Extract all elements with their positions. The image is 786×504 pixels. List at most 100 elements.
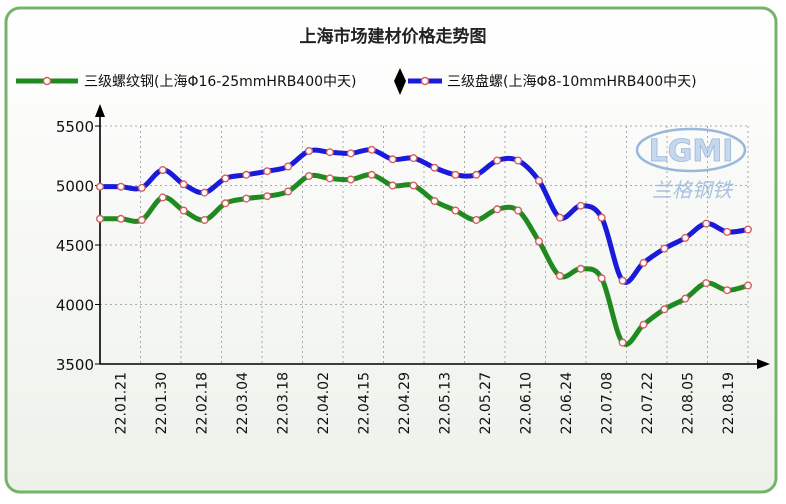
chart-panel — [4, 6, 778, 494]
data-point-series-2 — [305, 146, 314, 155]
legend-item-series-1: 三级螺纹钢(上海Φ16-25mmHRB400中天) — [16, 74, 356, 90]
x-tick-label: 22.07.22 — [640, 372, 656, 434]
data-point-series-2 — [618, 276, 627, 285]
x-tick-label: 22.03.18 — [275, 372, 291, 434]
x-axis-arrow — [757, 359, 770, 369]
y-tick-label: 5500 — [56, 118, 94, 136]
data-point-series-1 — [388, 181, 397, 190]
data-point-series-1 — [639, 320, 648, 329]
logo-ellipse — [635, 127, 747, 173]
data-point-series-1 — [723, 286, 732, 295]
y-tick-label: 3500 — [56, 356, 94, 374]
data-point-series-2 — [430, 163, 439, 172]
data-point-series-1 — [305, 171, 314, 180]
data-point-series-1 — [367, 170, 376, 179]
data-point-series-2 — [451, 170, 460, 179]
legend-marker-series-2 — [420, 76, 430, 86]
data-point-series-1 — [597, 274, 606, 283]
legend-separator — [394, 68, 406, 95]
y-tick-label: 4500 — [56, 237, 94, 255]
series — [95, 145, 753, 347]
data-point-series-2 — [221, 174, 230, 183]
data-point-series-1 — [179, 206, 188, 215]
x-tick-label: 22.06.10 — [518, 372, 534, 434]
y-tick-label: 5000 — [56, 178, 94, 196]
data-point-series-1 — [514, 206, 523, 215]
data-point-series-2 — [535, 176, 544, 185]
data-point-series-1 — [535, 237, 544, 246]
x-tick-label: 22.06.24 — [559, 372, 575, 434]
data-point-series-2 — [325, 148, 334, 157]
data-point-series-2 — [116, 182, 125, 191]
y-axis-arrow — [95, 104, 105, 117]
data-point-series-1 — [451, 206, 460, 215]
legend-label-series-2: 三级盘螺(上海Φ8-10mmHRB400中天) — [447, 73, 697, 90]
x-tick-label: 22.04.15 — [356, 372, 372, 434]
data-point-series-1 — [95, 214, 104, 223]
data-point-series-1 — [325, 174, 334, 183]
data-point-series-1 — [702, 279, 711, 288]
data-point-series-2 — [514, 156, 523, 165]
x-tick-label: 22.05.13 — [437, 372, 453, 434]
data-point-series-1 — [430, 196, 439, 205]
data-point-series-2 — [493, 156, 502, 165]
data-point-series-2 — [681, 233, 690, 242]
data-point-series-1 — [493, 205, 502, 214]
axes: 3500 4000 4500 5000 5500 22.01.21 22.01.30 22.0… — [56, 104, 770, 434]
data-point-series-1 — [681, 294, 690, 303]
data-point-series-2 — [242, 170, 251, 179]
data-point-series-2 — [367, 145, 376, 154]
data-point-series-2 — [158, 165, 167, 174]
x-tick-label: 22.04.29 — [397, 372, 413, 434]
data-point-series-2 — [639, 258, 648, 267]
logo-text: LGMI — [649, 134, 734, 169]
data-point-series-2 — [472, 170, 481, 179]
x-tick-label: 22.03.04 — [235, 372, 251, 434]
data-point-series-1 — [200, 215, 209, 224]
legend-marker-series-1 — [42, 76, 52, 86]
data-point-series-1 — [284, 187, 293, 196]
logo-cn-text: 兰格钢铁 — [652, 178, 734, 202]
data-point-series-1 — [618, 338, 627, 347]
x-tick-label: 22.01.30 — [154, 372, 170, 434]
legend: 三级螺纹钢(上海Φ16-25mmHRB400中天) 三级盘螺(上海Φ8-10mm… — [16, 68, 697, 95]
watermark-logo: LGMI 兰格钢铁 — [635, 127, 747, 202]
data-point-series-1 — [472, 215, 481, 224]
grid — [100, 125, 749, 364]
data-point-series-2 — [744, 225, 753, 234]
data-point-series-1 — [660, 305, 669, 314]
data-point-series-1 — [346, 175, 355, 184]
data-point-series-1 — [744, 281, 753, 290]
data-point-series-1 — [409, 181, 418, 190]
x-tick-label: 22.02.18 — [194, 372, 210, 434]
legend-label-series-1: 三级螺纹钢(上海Φ16-25mmHRB400中天) — [84, 74, 356, 90]
data-point-series-2 — [555, 213, 564, 222]
data-point-series-2 — [660, 244, 669, 253]
x-tick-label: 22.07.08 — [599, 372, 615, 434]
x-tick-label: 22.04.02 — [316, 372, 332, 434]
x-tick-label: 22.08.19 — [721, 372, 737, 434]
x-tick-label: 22.01.21 — [113, 372, 129, 434]
data-point-series-2 — [179, 180, 188, 189]
data-point-series-1 — [221, 199, 230, 208]
data-point-series-2 — [346, 149, 355, 158]
x-tick-label: 22.08.05 — [680, 372, 696, 434]
data-point-series-2 — [284, 162, 293, 171]
legend-item-series-2: 三级盘螺(上海Φ8-10mmHRB400中天) — [394, 68, 697, 95]
data-point-series-2 — [95, 182, 104, 191]
data-point-series-2 — [723, 227, 732, 236]
data-point-series-1 — [158, 193, 167, 202]
data-point-series-2 — [409, 154, 418, 163]
chart-title: 上海市场建材价格走势图 — [300, 26, 487, 47]
data-point-series-2 — [263, 167, 272, 176]
data-point-series-1 — [137, 215, 146, 224]
data-point-series-2 — [137, 183, 146, 192]
data-point-series-1 — [242, 194, 251, 203]
data-point-series-1 — [263, 192, 272, 201]
x-tick-label: 22.05.27 — [478, 372, 494, 434]
data-point-series-2 — [702, 219, 711, 228]
data-point-series-2 — [576, 201, 585, 210]
data-point-series-2 — [388, 155, 397, 164]
